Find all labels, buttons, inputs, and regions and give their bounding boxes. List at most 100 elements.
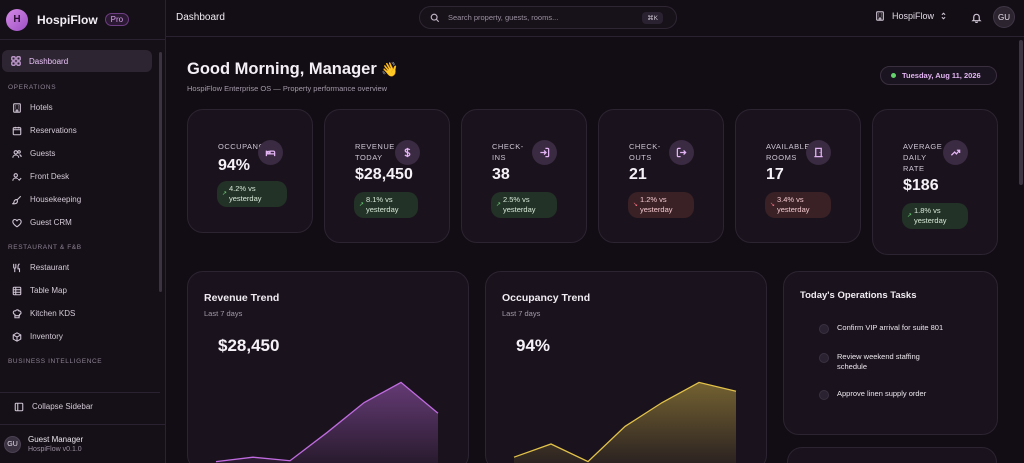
card-subtitle: Last 7 days xyxy=(502,309,541,318)
task-checkbox[interactable] xyxy=(819,390,829,400)
sidebar-item-label: Hotels xyxy=(30,103,53,112)
sidebar-item-label: Restaurant xyxy=(30,263,70,272)
kpi-value: 38 xyxy=(492,166,510,183)
users-icon xyxy=(12,149,22,158)
logout-icon xyxy=(669,140,694,165)
page-title: Dashboard xyxy=(176,12,225,23)
brand-logo: H xyxy=(6,8,28,31)
kpi-card-check-ins[interactable]: CHECK-INS 38 ↗ 2.5% vs yesterday xyxy=(461,109,587,243)
task-item[interactable]: Review weekend staffing schedule xyxy=(819,352,937,372)
search-placeholder: Search property, guests, rooms... xyxy=(448,13,559,22)
pro-badge: Pro xyxy=(104,13,130,26)
chef-hat-icon xyxy=(12,308,22,318)
main-scrollbar[interactable] xyxy=(1019,40,1023,185)
kpi-label: OCCUPANCY xyxy=(218,142,270,151)
occupancy-trend-card: Occupancy Trend Last 7 days 94% xyxy=(485,271,767,463)
sidebar-item-housekeeping[interactable]: Housekeeping xyxy=(0,188,160,211)
card-value: $28,450 xyxy=(218,336,280,355)
kpi-label: AVERAGE DAILY RATE xyxy=(903,142,943,173)
door-icon xyxy=(806,140,831,165)
panel-left-icon xyxy=(14,402,24,411)
arrow-down-icon: ↘ xyxy=(770,202,776,208)
arrow-up-icon: ↗ xyxy=(359,202,365,208)
trending-up-icon xyxy=(943,140,968,165)
sidebar-item-label: Front Desk xyxy=(30,172,70,181)
arrow-down-icon: ↘ xyxy=(633,202,639,208)
wave-emoji: 👋 xyxy=(381,61,399,77)
task-item[interactable]: Confirm VIP arrival for suite 801 xyxy=(819,323,962,334)
table-icon xyxy=(12,286,22,295)
collapse-sidebar-button[interactable]: Collapse Sidebar xyxy=(0,392,160,420)
sidebar-item-label: Reservations xyxy=(30,126,77,135)
task-item[interactable]: Approve linen supply order xyxy=(819,389,962,400)
next-card xyxy=(787,447,997,463)
task-checkbox[interactable] xyxy=(819,353,829,363)
property-switcher[interactable]: HospiFlow xyxy=(875,11,947,21)
sidebar-item-restaurant[interactable]: Restaurant xyxy=(0,256,160,279)
kpi-card-average-daily-rate[interactable]: AVERAGE DAILY RATE $186 ↗ 1.8% vs yesterd… xyxy=(872,109,998,255)
sidebar-item-guests[interactable]: Guests xyxy=(0,142,160,165)
section-business-intelligence: BUSINESS INTELLIGENCE xyxy=(8,357,103,365)
brand-name: HospiFlow xyxy=(37,12,98,27)
brush-icon xyxy=(12,195,22,204)
kpi-label: CHECK-OUTS xyxy=(629,142,661,162)
date-text: Tuesday, Aug 11, 2026 xyxy=(902,71,981,80)
kpi-card-revenue[interactable]: REVENUE TODAY $28,450 ↗ 8.1% vs yesterday xyxy=(324,109,450,243)
sidebar-item-inventory[interactable]: Inventory xyxy=(0,325,160,348)
user-profile[interactable]: GU Guest Manager HospiFlow v0.1.0 xyxy=(0,424,166,463)
sidebar-item-reservations[interactable]: Reservations xyxy=(0,119,160,142)
app-version: HospiFlow v0.1.0 xyxy=(28,446,82,453)
occupancy-area-chart xyxy=(513,381,737,463)
kpi-card-check-outs[interactable]: CHECK-OUTS 21 ↘ 1.2% vs yesterday xyxy=(598,109,724,243)
building-icon xyxy=(876,11,884,21)
search-icon xyxy=(430,13,440,22)
kpi-trend: ↗ 2.5% vs yesterday xyxy=(491,192,557,218)
dollar-icon xyxy=(395,140,420,165)
card-value: 94% xyxy=(516,336,551,355)
kpi-value: $186 xyxy=(903,177,939,194)
calendar-icon xyxy=(12,126,22,135)
card-title: Revenue Trend xyxy=(204,292,280,304)
sidebar-item-label: Table Map xyxy=(30,286,67,295)
task-checkbox[interactable] xyxy=(819,324,829,334)
sidebar-item-hotels[interactable]: Hotels xyxy=(0,96,160,119)
brand[interactable]: H HospiFlow Pro xyxy=(0,0,165,40)
sidebar-item-label: Dashboard xyxy=(29,56,69,66)
kpi-card-occupancy[interactable]: OCCUPANCY 94% ↗ 4.2% vs yesterday xyxy=(187,109,313,233)
kpi-label: CHECK-INS xyxy=(492,142,524,162)
sidebar-item-dashboard[interactable]: Dashboard xyxy=(2,50,152,72)
card-subtitle: Last 7 days xyxy=(204,309,243,318)
kpi-trend: ↘ 1.2% vs yesterday xyxy=(628,192,694,218)
collapse-label: Collapse Sidebar xyxy=(32,402,93,411)
task-text: Confirm VIP arrival for suite 801 xyxy=(837,323,944,332)
avatar[interactable]: GU xyxy=(993,6,1015,28)
date-badge: Tuesday, Aug 11, 2026 xyxy=(880,66,997,85)
search-shortcut: ⌘K xyxy=(642,11,663,24)
kpi-value: 21 xyxy=(629,166,647,183)
area-fill xyxy=(216,382,438,463)
sidebar-item-front-desk[interactable]: Front Desk xyxy=(0,165,160,188)
heart-icon xyxy=(12,218,22,227)
sidebar: H HospiFlow Pro Dashboard OPERATIONS Hot… xyxy=(0,0,166,463)
sidebar-item-kitchen-kds[interactable]: Kitchen KDS xyxy=(0,302,160,325)
card-title: Today's Operations Tasks xyxy=(800,290,917,301)
bell-icon[interactable] xyxy=(971,12,982,23)
building-icon xyxy=(13,102,21,113)
search-input[interactable]: Search property, guests, rooms... ⌘K xyxy=(419,6,677,29)
kpi-trend: ↗ 8.1% vs yesterday xyxy=(354,192,418,218)
kpi-card-available-rooms[interactable]: AVAILABLE ROOMS 17 ↘ 3.4% vs yesterday xyxy=(735,109,861,243)
user-check-icon xyxy=(12,172,22,181)
arrow-up-icon: ↗ xyxy=(222,191,228,197)
kpi-value: 94% xyxy=(218,157,251,174)
sidebar-item-label: Housekeeping xyxy=(30,195,82,204)
greeting-heading: Good Morning, Manager 👋 xyxy=(187,60,399,78)
greeting-subtitle: HospiFlow Enterprise OS — Property perfo… xyxy=(187,84,388,93)
sidebar-scrollbar[interactable] xyxy=(159,52,162,292)
sidebar-nav: Dashboard OPERATIONS Hotels Reservations… xyxy=(0,44,160,370)
chevron-up-down-icon xyxy=(941,12,946,20)
sidebar-item-table-map[interactable]: Table Map xyxy=(0,279,160,302)
sidebar-item-guest-crm[interactable]: Guest CRM xyxy=(0,211,160,234)
kpi-label: REVENUE TODAY xyxy=(355,142,395,162)
login-icon xyxy=(532,140,557,165)
